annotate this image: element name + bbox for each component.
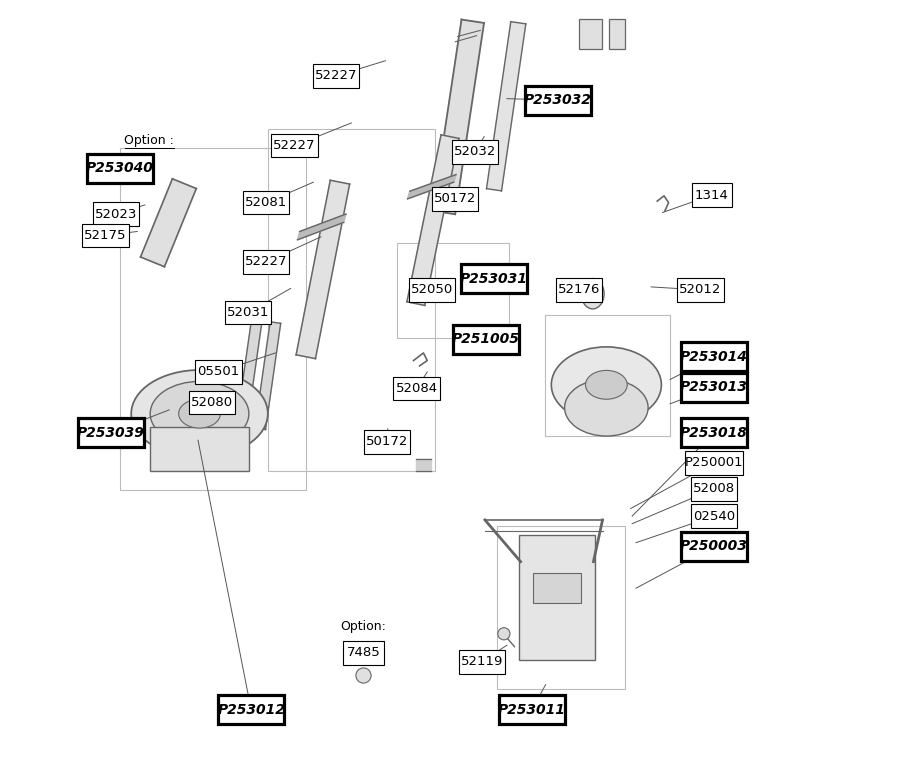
Bar	[497, 526, 625, 689]
Text: 52227: 52227	[315, 69, 357, 83]
Bar	[313, 64, 359, 87]
Bar	[432, 187, 479, 210]
Polygon shape	[408, 175, 456, 199]
Text: 52032: 52032	[454, 145, 496, 159]
Bar	[452, 140, 499, 163]
Text: 52084: 52084	[395, 382, 437, 395]
Text: P250003: P250003	[680, 540, 748, 553]
Circle shape	[498, 628, 510, 640]
Text: P253032: P253032	[524, 93, 591, 107]
Polygon shape	[296, 181, 349, 358]
Bar	[93, 202, 140, 226]
Text: 52012: 52012	[680, 283, 722, 297]
Text: P253012: P253012	[217, 703, 285, 716]
Bar	[219, 695, 284, 724]
Bar	[78, 418, 144, 447]
Bar	[681, 532, 747, 561]
Polygon shape	[297, 214, 346, 240]
Text: 52080: 52080	[191, 395, 233, 409]
Text: 52008: 52008	[693, 482, 735, 496]
Bar	[544, 315, 670, 436]
Text: 05501: 05501	[197, 365, 239, 379]
Bar	[188, 390, 235, 414]
Bar	[271, 134, 318, 157]
Bar	[533, 573, 581, 603]
Text: 52031: 52031	[227, 306, 269, 320]
Bar	[691, 504, 737, 528]
Text: Option :: Option :	[124, 134, 175, 147]
Polygon shape	[407, 135, 459, 305]
Text: P253040: P253040	[86, 162, 154, 175]
Text: P253013: P253013	[680, 380, 748, 394]
Bar	[243, 191, 290, 214]
Bar	[685, 451, 743, 475]
Bar	[225, 301, 271, 324]
Bar	[461, 264, 526, 293]
Bar	[453, 325, 518, 354]
Bar	[343, 641, 383, 665]
Bar	[397, 243, 509, 338]
Bar	[691, 477, 737, 501]
Text: 1314: 1314	[695, 188, 729, 202]
Bar	[579, 19, 602, 49]
Text: P253011: P253011	[498, 703, 566, 716]
Bar	[681, 418, 747, 447]
Polygon shape	[487, 22, 526, 191]
Bar	[500, 695, 565, 724]
Bar	[364, 430, 410, 453]
Polygon shape	[433, 20, 484, 214]
Bar	[409, 278, 454, 301]
Bar	[525, 86, 590, 115]
Text: P253018: P253018	[680, 426, 748, 439]
Polygon shape	[255, 322, 281, 430]
Bar	[393, 376, 440, 401]
Text: P253039: P253039	[76, 426, 145, 439]
Text: 52227: 52227	[274, 139, 316, 153]
Bar	[82, 223, 129, 247]
Bar	[150, 427, 249, 471]
Text: Option:: Option:	[340, 620, 386, 634]
Bar	[195, 361, 242, 384]
Text: 7485: 7485	[346, 646, 381, 660]
Bar	[120, 148, 306, 490]
Ellipse shape	[564, 379, 648, 436]
Text: 52175: 52175	[85, 228, 127, 242]
Bar	[609, 19, 625, 49]
Ellipse shape	[586, 370, 627, 399]
Text: 52050: 52050	[410, 283, 453, 297]
Bar	[459, 650, 505, 674]
Ellipse shape	[581, 279, 604, 309]
Text: 52023: 52023	[94, 207, 137, 221]
Polygon shape	[236, 322, 262, 430]
Bar	[692, 183, 732, 206]
Ellipse shape	[150, 381, 249, 446]
Bar	[681, 373, 747, 402]
Bar	[519, 535, 595, 660]
Text: 52227: 52227	[245, 255, 288, 269]
Text: P251005: P251005	[452, 332, 519, 346]
Bar	[243, 250, 290, 273]
Text: 50172: 50172	[434, 192, 476, 206]
Text: P253014: P253014	[680, 350, 748, 364]
Text: 52176: 52176	[558, 283, 600, 297]
Text: 52119: 52119	[461, 655, 503, 669]
Text: P253031: P253031	[460, 272, 528, 285]
Bar	[87, 154, 153, 183]
Text: 50172: 50172	[365, 435, 409, 449]
Bar	[681, 342, 747, 371]
Bar	[678, 278, 724, 301]
Text: 02540: 02540	[693, 509, 735, 523]
Ellipse shape	[552, 347, 662, 423]
Text: P250001: P250001	[685, 456, 743, 470]
Polygon shape	[140, 179, 196, 266]
Text: 52081: 52081	[245, 196, 287, 209]
Circle shape	[356, 668, 371, 683]
Polygon shape	[416, 459, 431, 471]
Bar	[556, 278, 602, 301]
Ellipse shape	[131, 370, 268, 457]
Bar	[268, 129, 435, 471]
Ellipse shape	[179, 399, 220, 428]
